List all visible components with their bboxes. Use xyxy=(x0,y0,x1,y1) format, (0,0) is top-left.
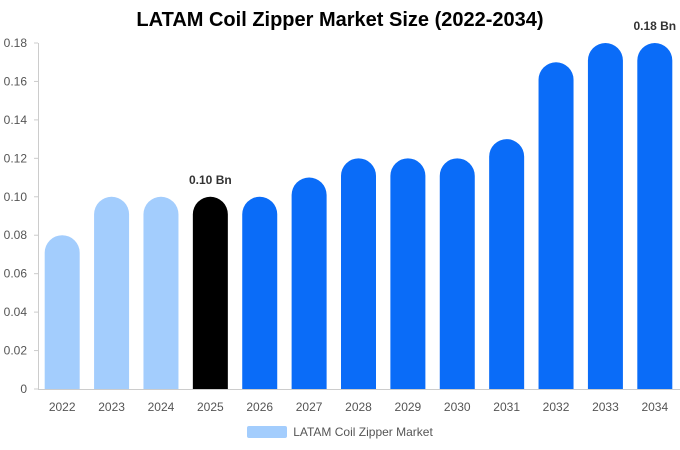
x-tick-label: 2031 xyxy=(493,400,520,414)
x-axis-ticks: 2022 2023 2024 2025 2026 2027 2028 2029 2030 2031… xyxy=(49,400,669,414)
y-tick-label: 0.14 xyxy=(4,113,28,127)
bar-2033[interactable] xyxy=(587,43,623,389)
x-tick-label: 2034 xyxy=(641,400,668,414)
y-tick-label: 0.16 xyxy=(4,74,28,88)
x-tick-label: 2029 xyxy=(395,400,422,414)
bar-2031[interactable] xyxy=(489,139,525,389)
x-tick-label: 2023 xyxy=(98,400,125,414)
x-tick-label: 2025 xyxy=(197,400,224,414)
bar-2024[interactable] xyxy=(143,196,179,389)
bar-2027[interactable] xyxy=(291,177,327,389)
x-tick-label: 2024 xyxy=(148,400,175,414)
y-tick-label: 0.04 xyxy=(4,305,28,319)
y-tick-label: 0.12 xyxy=(4,151,28,165)
chart-title: LATAM Coil Zipper Market Size (2022-2034… xyxy=(136,9,544,31)
bar-2023[interactable] xyxy=(94,196,130,389)
data-label-2025: 0.10 Bn xyxy=(189,173,232,187)
bar-2025[interactable] xyxy=(192,196,228,389)
legend-swatch xyxy=(247,426,288,438)
bars-group xyxy=(44,43,673,389)
x-tick-label: 2030 xyxy=(444,400,471,414)
bar-2026[interactable] xyxy=(242,196,278,389)
x-tick-label: 2027 xyxy=(296,400,323,414)
x-tick-label: 2028 xyxy=(345,400,372,414)
legend-label: LATAM Coil Zipper Market xyxy=(293,425,433,439)
bar-2034[interactable] xyxy=(637,43,673,389)
y-tick-label: 0.02 xyxy=(4,344,28,358)
y-axis-ticks: 0 0.02 0.04 0.06 0.08 0.10 0.12 0.14 0.16 0.18 xyxy=(4,36,38,396)
data-labels: 0.10 Bn 0.18 Bn xyxy=(189,19,676,187)
legend: LATAM Coil Zipper Market xyxy=(0,425,680,439)
y-tick-label: 0.08 xyxy=(4,228,28,242)
data-label-2034: 0.18 Bn xyxy=(633,19,676,33)
bar-2030[interactable] xyxy=(439,158,475,389)
bar-2028[interactable] xyxy=(341,158,376,389)
bar-2032[interactable] xyxy=(538,62,574,389)
y-tick-label: 0 xyxy=(20,382,27,396)
x-tick-label: 2032 xyxy=(543,400,570,414)
x-tick-label: 2026 xyxy=(246,400,273,414)
x-tick-label: 2022 xyxy=(49,400,76,414)
y-tick-label: 0.06 xyxy=(4,267,28,281)
bar-2022[interactable] xyxy=(44,235,80,389)
bar-2029[interactable] xyxy=(390,158,426,389)
x-tick-label: 2033 xyxy=(592,400,619,414)
y-tick-label: 0.10 xyxy=(4,190,28,204)
y-tick-label: 0.18 xyxy=(4,36,28,50)
